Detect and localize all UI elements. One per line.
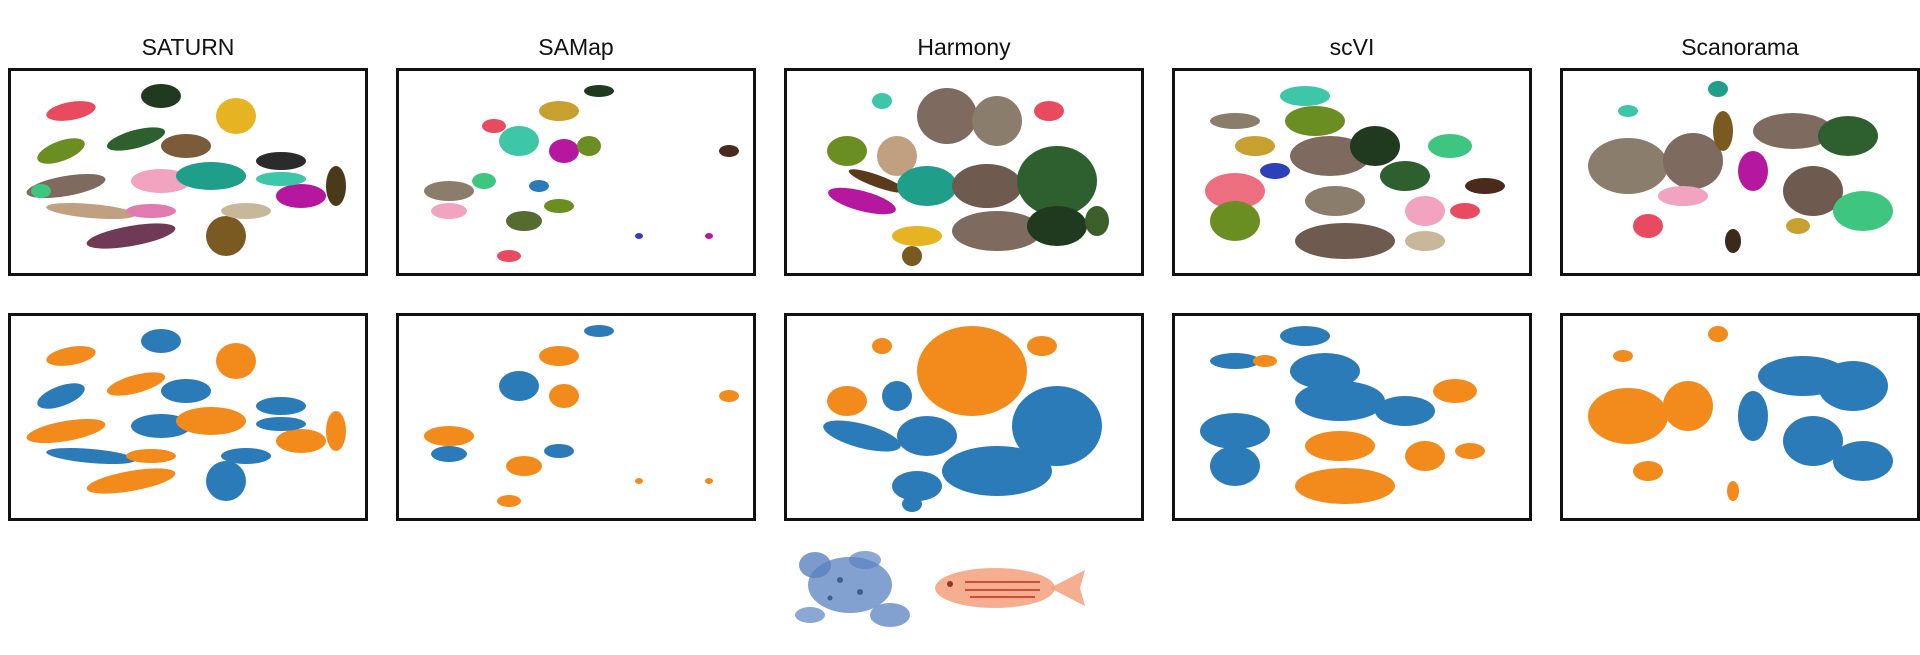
column-title-saturn: SATURN bbox=[141, 34, 235, 60]
species-legend-graphic bbox=[795, 551, 1085, 627]
umap-plot-harmony-species bbox=[823, 326, 1102, 512]
umap-panel-saturn-species bbox=[8, 313, 368, 521]
column-title-harmony: Harmony bbox=[917, 34, 1011, 60]
frog-icon bbox=[795, 551, 910, 627]
umap-panel-scanorama-species bbox=[1560, 313, 1920, 521]
umap-plot-harmony-celltype bbox=[827, 88, 1109, 266]
zebrafish-icon bbox=[935, 568, 1085, 608]
umap-panel-harmony-celltype bbox=[784, 68, 1144, 276]
umap-panel-scvi-celltype bbox=[1172, 68, 1532, 276]
umap-panel-harmony-species bbox=[784, 313, 1144, 521]
umap-plot-scvi-species bbox=[1200, 326, 1485, 504]
umap-panel-samap-species bbox=[396, 313, 756, 521]
umap-plot-saturn-celltype bbox=[26, 84, 346, 256]
umap-plot-saturn-species bbox=[26, 329, 346, 501]
umap-plot-scanorama-celltype bbox=[1588, 81, 1893, 253]
umap-plot-scvi-celltype bbox=[1205, 86, 1505, 259]
umap-panel-scanorama-celltype bbox=[1560, 68, 1920, 276]
umap-panel-scvi-species bbox=[1172, 313, 1532, 521]
umap-panel-samap-celltype bbox=[396, 68, 756, 276]
species-legend bbox=[780, 530, 1160, 650]
umap-plot-samap-species bbox=[424, 325, 739, 507]
column-title-scanorama: Scanorama bbox=[1681, 34, 1799, 60]
umap-panel-saturn-celltype bbox=[8, 68, 368, 276]
umap-plot-scanorama-species bbox=[1588, 326, 1893, 501]
umap-plot-samap-celltype bbox=[424, 85, 739, 262]
column-title-scvi: scVI bbox=[1329, 34, 1375, 60]
column-title-samap: SAMap bbox=[538, 34, 614, 60]
